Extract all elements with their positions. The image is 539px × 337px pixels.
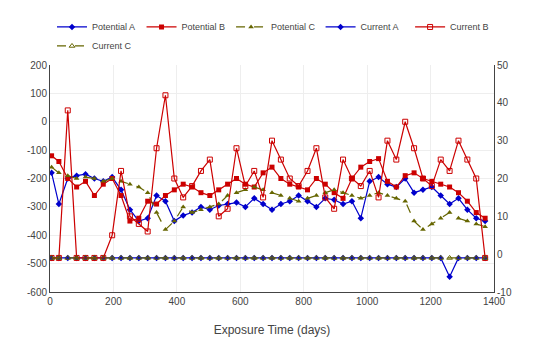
svg-text:Potential B: Potential B — [182, 22, 226, 32]
svg-text:0: 0 — [497, 249, 503, 260]
svg-text:0: 0 — [41, 116, 47, 127]
svg-text:-400: -400 — [27, 230, 47, 241]
svg-text:Current B: Current B — [450, 22, 489, 32]
svg-text:-300: -300 — [27, 201, 47, 212]
svg-text:-10: -10 — [497, 287, 512, 298]
svg-text:Current C: Current C — [92, 41, 132, 51]
svg-text:Current A: Current A — [361, 22, 399, 32]
svg-text:1000: 1000 — [356, 296, 379, 307]
svg-text:50: 50 — [497, 60, 509, 71]
svg-text:-500: -500 — [27, 258, 47, 269]
svg-text:800: 800 — [295, 296, 312, 307]
svg-text:-600: -600 — [27, 287, 47, 298]
svg-text:600: 600 — [232, 296, 249, 307]
svg-text:10: 10 — [497, 211, 509, 222]
svg-text:0: 0 — [47, 296, 53, 307]
svg-text:Potential C: Potential C — [271, 22, 316, 32]
svg-text:-100: -100 — [27, 145, 47, 156]
svg-text:20: 20 — [497, 173, 509, 184]
svg-text:Exposure Time (days): Exposure Time (days) — [214, 323, 331, 337]
svg-text:200: 200 — [30, 60, 47, 71]
svg-text:-200: -200 — [27, 173, 47, 184]
svg-text:1400: 1400 — [483, 296, 506, 307]
svg-text:30: 30 — [497, 135, 509, 146]
svg-text:400: 400 — [169, 296, 186, 307]
svg-text:1200: 1200 — [419, 296, 442, 307]
svg-text:200: 200 — [105, 296, 122, 307]
svg-text:100: 100 — [30, 88, 47, 99]
svg-text:Potential A: Potential A — [92, 22, 135, 32]
svg-text:40: 40 — [497, 97, 509, 108]
